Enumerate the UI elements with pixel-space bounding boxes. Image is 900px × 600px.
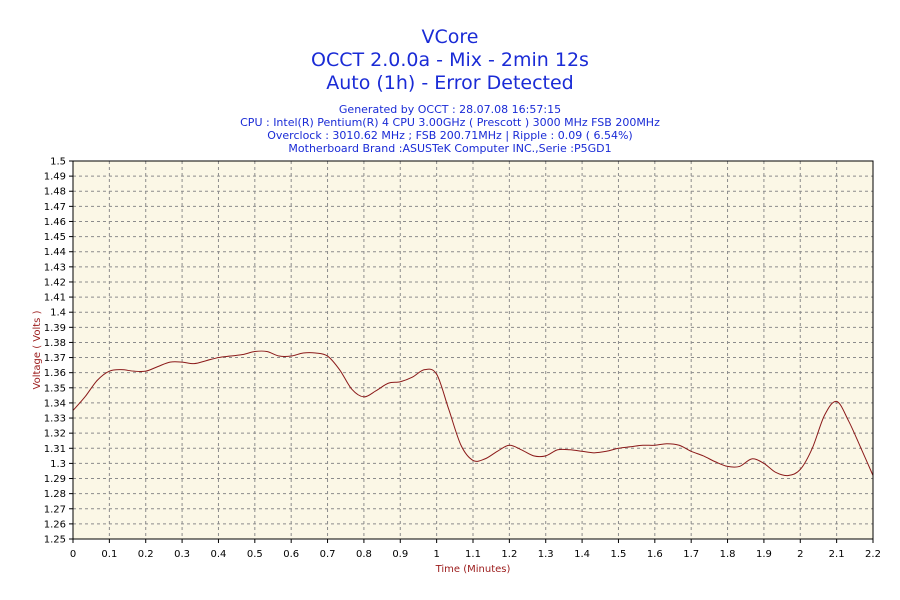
x-tick-label: 0 bbox=[70, 549, 76, 560]
x-tick-label: 0.8 bbox=[356, 549, 372, 560]
chart-subtitle-test: OCCT 2.0.0a - Mix - 2min 12s bbox=[311, 49, 589, 71]
info-motherboard: Motherboard Brand :ASUSTeK Computer INC.… bbox=[288, 142, 612, 155]
y-tick-label: 1.34 bbox=[44, 398, 66, 409]
x-tick-label: 0.9 bbox=[392, 549, 408, 560]
x-tick-label: 1.6 bbox=[647, 549, 663, 560]
x-tick-label: 1 bbox=[433, 549, 439, 560]
y-tick-label: 1.46 bbox=[44, 217, 66, 228]
x-tick-label: 1.4 bbox=[574, 549, 590, 560]
x-axis-ticks: 0 0.1 0.2 0.3 0.4 0.5 0.6 0.7 0.8 0.9 1 1.1 1.2 1.3 1.… bbox=[70, 539, 881, 560]
y-tick-label: 1.4 bbox=[50, 308, 66, 319]
x-tick-label: 0.5 bbox=[247, 549, 263, 560]
y-tick-label: 1.29 bbox=[44, 474, 66, 485]
x-tick-label: 0.3 bbox=[174, 549, 190, 560]
x-tick-label: 1.1 bbox=[465, 549, 481, 560]
x-tick-label: 0.2 bbox=[138, 549, 154, 560]
y-tick-label: 1.32 bbox=[44, 429, 66, 440]
y-tick-label: 1.5 bbox=[50, 157, 66, 168]
x-tick-label: 1.7 bbox=[683, 549, 699, 560]
info-cpu: CPU : Intel(R) Pentium(R) 4 CPU 3.00GHz … bbox=[240, 116, 660, 129]
info-overclock: Overclock : 3010.62 MHz ; FSB 200.71MHz … bbox=[267, 129, 633, 142]
y-tick-label: 1.26 bbox=[44, 519, 66, 530]
y-tick-label: 1.44 bbox=[44, 247, 66, 258]
y-tick-label: 1.38 bbox=[44, 338, 66, 349]
x-tick-label: 2.2 bbox=[865, 549, 881, 560]
x-tick-label: 0.7 bbox=[320, 549, 336, 560]
chart-subtitle-status: Auto (1h) - Error Detected bbox=[326, 72, 574, 94]
y-tick-label: 1.48 bbox=[44, 187, 66, 198]
chart-title: VCore bbox=[421, 26, 479, 48]
y-tick-label: 1.25 bbox=[44, 535, 66, 546]
x-tick-label: 1.9 bbox=[756, 549, 772, 560]
y-tick-label: 1.39 bbox=[44, 323, 66, 334]
y-tick-label: 1.27 bbox=[44, 504, 66, 515]
y-tick-label: 1.33 bbox=[44, 414, 66, 425]
y-tick-label: 1.47 bbox=[44, 202, 66, 213]
x-tick-label: 1.5 bbox=[611, 549, 627, 560]
x-tick-label: 1.3 bbox=[538, 549, 554, 560]
x-tick-label: 0.4 bbox=[211, 549, 227, 560]
y-tick-label: 1.36 bbox=[44, 368, 66, 379]
x-tick-label: 1.8 bbox=[720, 549, 736, 560]
x-tick-label: 0.6 bbox=[283, 549, 299, 560]
x-tick-label: 2 bbox=[797, 549, 803, 560]
y-tick-label: 1.49 bbox=[44, 172, 66, 183]
y-tick-label: 1.28 bbox=[44, 489, 66, 500]
plot-border bbox=[72, 160, 874, 540]
y-axis-label: Voltage ( Volts ) bbox=[32, 310, 43, 389]
y-tick-label: 1.3 bbox=[50, 459, 66, 470]
info-generated: Generated by OCCT : 28.07.08 16:57:15 bbox=[338, 103, 562, 116]
series-line bbox=[72, 350, 874, 477]
y-tick-label: 1.41 bbox=[44, 293, 66, 304]
y-tick-label: 1.45 bbox=[44, 232, 66, 243]
x-tick-label: 0.1 bbox=[101, 549, 117, 560]
y-tick-label: 1.37 bbox=[44, 353, 66, 364]
x-axis-label: Time (Minutes) bbox=[435, 564, 511, 575]
x-tick-label: 1.2 bbox=[501, 549, 517, 560]
y-tick-label: 1.43 bbox=[44, 262, 66, 273]
y-tick-label: 1.31 bbox=[44, 444, 66, 455]
x-tick-label: 2.1 bbox=[829, 549, 845, 560]
y-tick-label: 1.35 bbox=[44, 383, 66, 394]
grid-lines bbox=[73, 161, 873, 539]
y-axis-ticks: 1.25 1.26 1.27 1.28 1.29 1.3 1.31 1.32 1.33 1.34 1… bbox=[44, 157, 73, 546]
y-tick-label: 1.42 bbox=[44, 277, 66, 288]
